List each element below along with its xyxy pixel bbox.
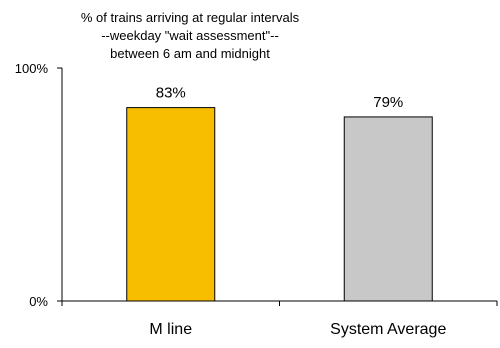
labels: 83% M line 79% System Average bbox=[149, 85, 446, 338]
chart-title: % of trains arriving at regular interval… bbox=[81, 10, 300, 61]
data-label: 79% bbox=[373, 94, 403, 111]
x-tick-label: M line bbox=[149, 321, 192, 338]
bar-m-line bbox=[126, 107, 216, 302]
chart-title-line-1: % of trains arriving at regular interval… bbox=[81, 10, 300, 25]
chart-title-line-3: between 6 am and midnight bbox=[110, 46, 270, 61]
chart-title-line-2: --weekday "wait assessment"-- bbox=[101, 28, 279, 43]
bar-system-average bbox=[343, 116, 433, 302]
y-tick-label: 100% bbox=[15, 61, 49, 76]
y-tick-label: 0% bbox=[29, 294, 48, 309]
data-label: 83% bbox=[156, 85, 186, 102]
x-tick-label: System Average bbox=[330, 321, 446, 338]
bars bbox=[126, 107, 433, 302]
